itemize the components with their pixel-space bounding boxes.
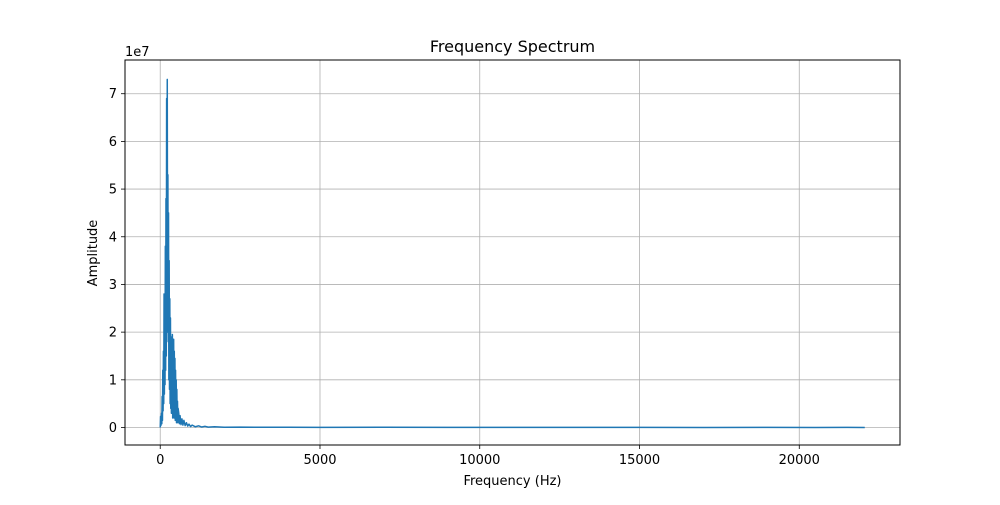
axes-frame (124, 59, 901, 446)
y-tick-label: 3 (109, 278, 117, 293)
y-tick-label: 2 (109, 326, 117, 341)
x-tick-label: 20000 (779, 453, 820, 468)
x-tick-label: 15000 (619, 453, 660, 468)
x-tick-label: 0 (156, 453, 164, 468)
y-tick-label: 1 (109, 373, 117, 388)
chart-title: Frequency Spectrum (430, 37, 595, 56)
x-axis-label: Frequency (Hz) (463, 474, 561, 489)
ticks: 0 5000 10000 15000 20000 0 1 2 3 4 5 6 7 (109, 87, 820, 468)
x-tick-label: 5000 (303, 453, 336, 468)
x-tick-label: 10000 (459, 453, 500, 468)
y-axis-label: Amplitude (86, 220, 101, 287)
y-tick-label: 0 (109, 421, 117, 436)
spectrum-line (159, 78, 865, 429)
y-offset-label: 1e7 (125, 45, 150, 60)
y-tick-label: 5 (109, 183, 117, 198)
series-layer (159, 78, 865, 429)
y-tick-label: 6 (109, 135, 117, 150)
y-tick-label: 4 (109, 230, 117, 245)
y-tick-label: 7 (109, 87, 117, 102)
